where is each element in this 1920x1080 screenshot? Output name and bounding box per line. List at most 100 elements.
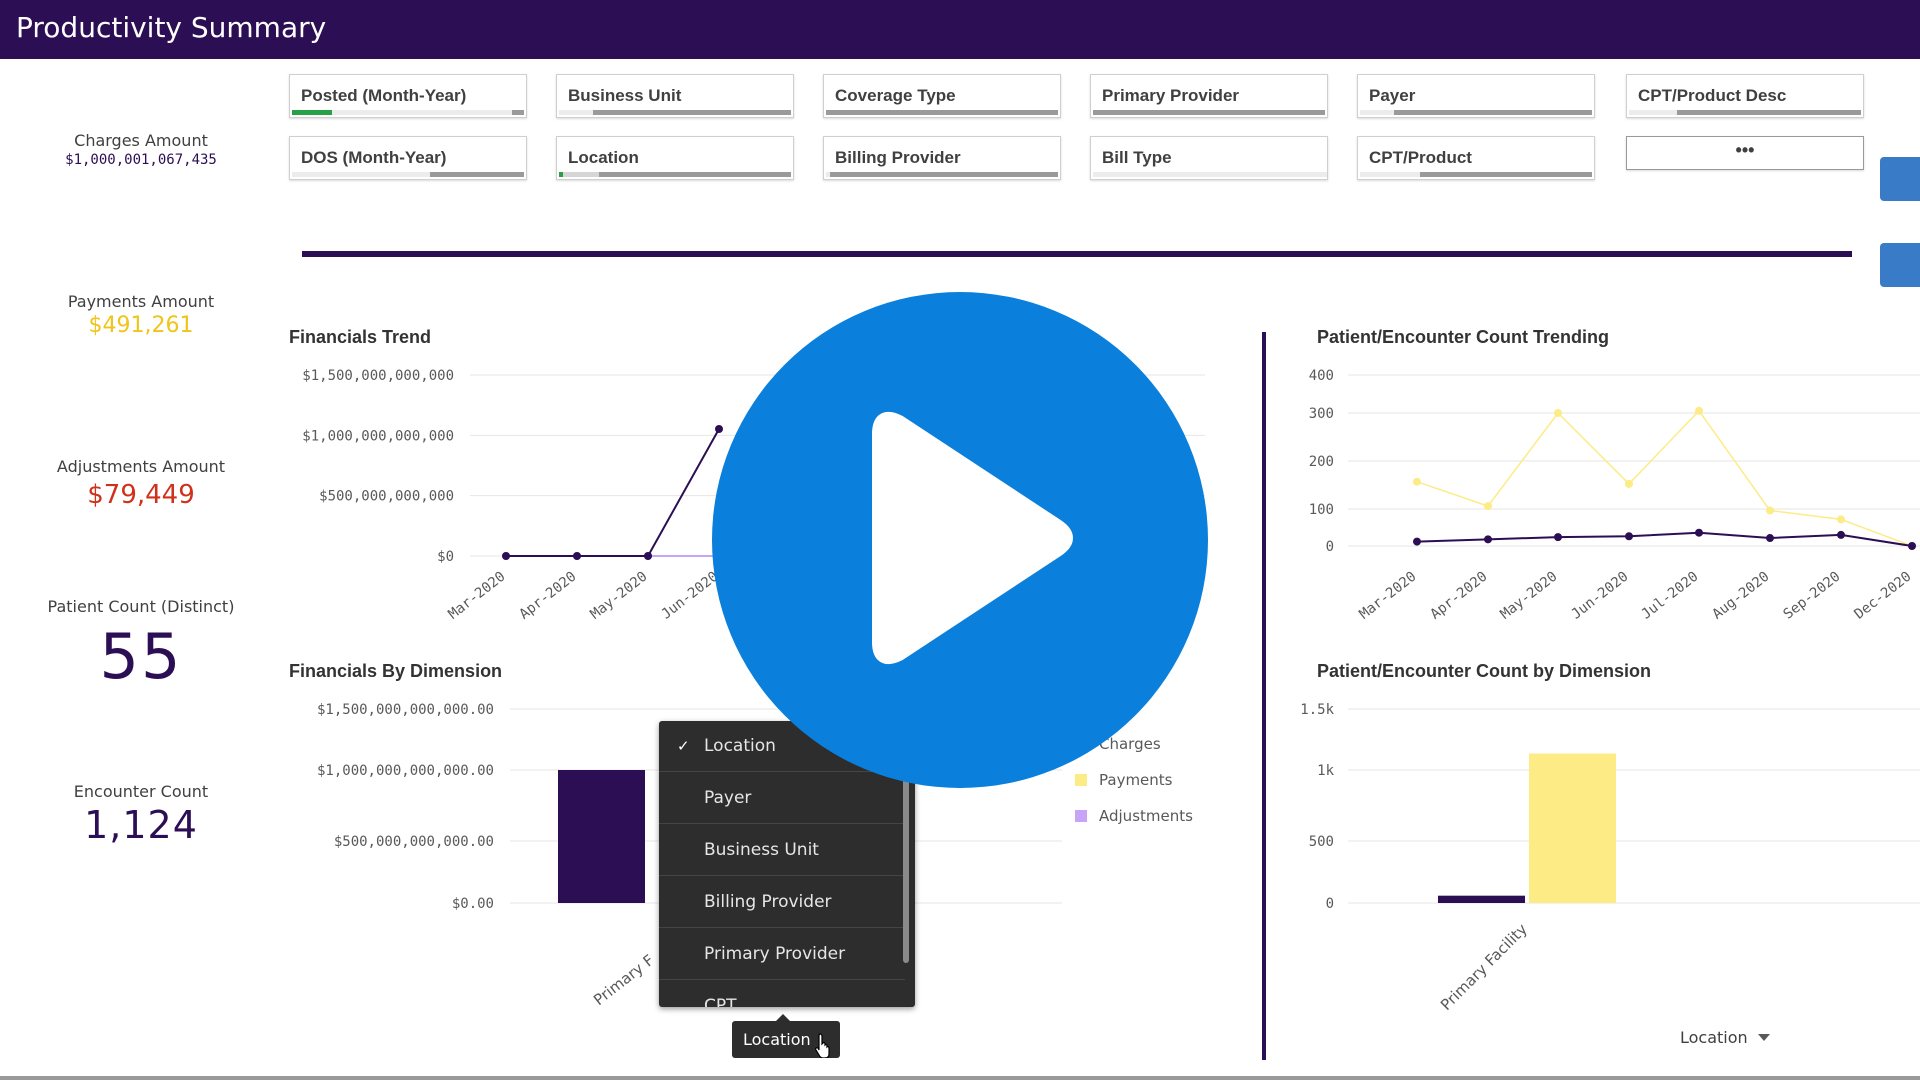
filter-selection-bar <box>1629 110 1861 115</box>
menu-scrollbar[interactable] <box>903 773 909 963</box>
patient-trend-line-0 <box>1416 409 1913 547</box>
filter-label: Primary Provider <box>1102 86 1240 105</box>
kpi-label: Payments Amount <box>67 292 215 311</box>
kpi-value: $491,261 <box>88 313 194 338</box>
patient-trend-y-tick: 300 <box>1309 406 1334 422</box>
kpi-value: $1,000,001,067,435 <box>65 152 217 168</box>
patient-trend-point <box>1413 477 1421 486</box>
play-button[interactable] <box>712 292 1208 788</box>
filter-location[interactable]: Location <box>556 136 794 180</box>
kpi-label: Encounter Count <box>73 782 209 801</box>
page-title: Productivity Summary <box>16 11 327 44</box>
patient-trend-x-tick: Jul-2020 <box>1638 569 1701 623</box>
financials-trend-point <box>715 425 723 433</box>
patient-trend-x-tick: Sep-2020 <box>1780 569 1843 623</box>
filter-cpt-product-desc[interactable]: CPT/Product Desc <box>1626 74 1864 118</box>
more-filters-button[interactable]: ••• <box>1626 136 1864 170</box>
filter-billing-provider[interactable]: Billing Provider <box>823 136 1061 180</box>
filter-selection-bar <box>292 172 524 177</box>
filter-selection-bar <box>559 110 791 115</box>
financials-trend-line-charges <box>506 428 720 557</box>
kpi-patient-count: Patient Count (Distinct) 55 <box>20 597 262 693</box>
patient-trend-point <box>1837 530 1845 539</box>
kpi-charges: Charges Amount $1,000,001,067,435 <box>20 131 262 168</box>
kpi-label: Charges Amount <box>74 131 208 150</box>
kpi-label: Patient Count (Distinct) <box>47 597 235 616</box>
filter-label: Location <box>568 148 639 167</box>
patient-trend-point <box>1766 506 1774 515</box>
filter-label: CPT/Product Desc <box>1638 86 1787 105</box>
patient-trend-point <box>1484 535 1492 544</box>
patient-trend-y-tick: 400 <box>1309 368 1334 384</box>
patient-trend-line-1 <box>1416 531 1913 547</box>
kpi-payments: Payments Amount $491,261 <box>20 292 262 338</box>
menu-item-location[interactable]: ✓ Location <box>659 721 905 772</box>
menu-item-business-unit[interactable]: Business Unit <box>659 825 905 876</box>
chart-title-patient-trend: Patient/Encounter Count Trending <box>1317 327 1609 347</box>
filter-selection-bar <box>1360 172 1592 177</box>
dimension-selector-value: Location <box>1680 1028 1748 1047</box>
legend-item-adjustments[interactable]: Adjustments <box>1075 807 1193 825</box>
side-panel-button[interactable] <box>1880 157 1920 201</box>
patient-trend-x-tick: Dec-2020 <box>1851 569 1914 623</box>
filter-dos-month-year[interactable]: DOS (Month-Year) <box>289 136 527 180</box>
check-icon: ✓ <box>677 737 690 755</box>
filter-selection-bar <box>826 110 1058 115</box>
legend-item-payments[interactable]: Payments <box>1075 771 1172 789</box>
patient-trend-point <box>1484 502 1492 511</box>
patient-dimension-y-tick: 500 <box>1309 834 1334 850</box>
financials-trend-y-tick: $0 <box>437 549 454 565</box>
filter-selection-bar <box>1093 110 1325 115</box>
filter-bill-type[interactable]: Bill Type <box>1090 136 1328 180</box>
filter-selection-bar <box>292 110 524 115</box>
filter-business-unit[interactable]: Business Unit <box>556 74 794 118</box>
patient-dimension-y-tick: 1.5k <box>1300 702 1334 718</box>
financials-trend-x-tick: Mar-2020 <box>445 569 508 623</box>
patient-trend-y-tick: 100 <box>1309 502 1334 518</box>
kpi-value: $79,449 <box>87 480 195 510</box>
play-icon <box>872 412 1073 664</box>
filter-payer[interactable]: Payer <box>1357 74 1595 118</box>
filter-label: Posted (Month-Year) <box>301 86 467 105</box>
filter-label: CPT/Product <box>1369 148 1472 167</box>
filter-primary-provider[interactable]: Primary Provider <box>1090 74 1328 118</box>
hand-cursor-icon <box>815 1033 830 1058</box>
patient-trend-point <box>1695 406 1703 415</box>
menu-item-cpt[interactable]: CPT <box>659 981 905 1007</box>
filter-label: Billing Provider <box>835 148 961 167</box>
chart-title-patient-by-dimension: Patient/Encounter Count by Dimension <box>1317 661 1652 681</box>
patient-trend-point <box>1413 537 1421 546</box>
side-panel-button[interactable] <box>1880 243 1920 287</box>
patient-trend-y-tick: 200 <box>1309 454 1334 470</box>
financials-trend-point <box>644 552 652 560</box>
patient-dimension-y-tick: 0 <box>1326 896 1334 912</box>
kpi-value: 1,124 <box>84 803 198 847</box>
filter-selection-bar <box>1093 172 1327 177</box>
patient-trend-x-tick: Jun-2020 <box>1568 569 1631 623</box>
legend-swatch <box>1075 774 1087 786</box>
dimension-selector[interactable]: Location <box>1680 1028 1770 1047</box>
filter-label: Payer <box>1369 86 1416 105</box>
menu-item-billing-provider[interactable]: Billing Provider <box>659 877 905 928</box>
kpi-adjustments: Adjustments Amount $79,449 <box>20 457 262 510</box>
filter-selection-bar <box>559 172 791 177</box>
filter-coverage-type[interactable]: Coverage Type <box>823 74 1061 118</box>
filter-cpt-product[interactable]: CPT/Product <box>1357 136 1595 180</box>
filter-posted-month-year[interactable]: Posted (Month-Year) <box>289 74 527 118</box>
financials-dimension-y-tick: $0.00 <box>452 896 494 912</box>
patient-trend-x-tick: Apr-2020 <box>1427 569 1490 623</box>
financials-dimension-y-tick: $1,000,000,000,000.00 <box>317 763 494 779</box>
patient-trend-point <box>1625 532 1633 541</box>
patient-trend-point <box>1695 528 1703 537</box>
filter-selection-bar <box>826 172 1058 177</box>
financials-dimension-y-tick: $500,000,000,000.00 <box>334 834 494 850</box>
chevron-down-icon <box>1757 1034 1770 1041</box>
chart-title-financials-trend: Financials Trend <box>289 327 432 347</box>
filter-selection-bar <box>1360 110 1592 115</box>
menu-item-payer[interactable]: Payer <box>659 773 905 824</box>
menu-item-primary-provider[interactable]: Primary Provider <box>659 929 905 980</box>
financials-dimension-y-tick: $1,500,000,000,000.00 <box>317 702 494 718</box>
financials-dimension-bar-charges <box>558 770 645 903</box>
vertical-divider <box>1262 332 1266 1060</box>
